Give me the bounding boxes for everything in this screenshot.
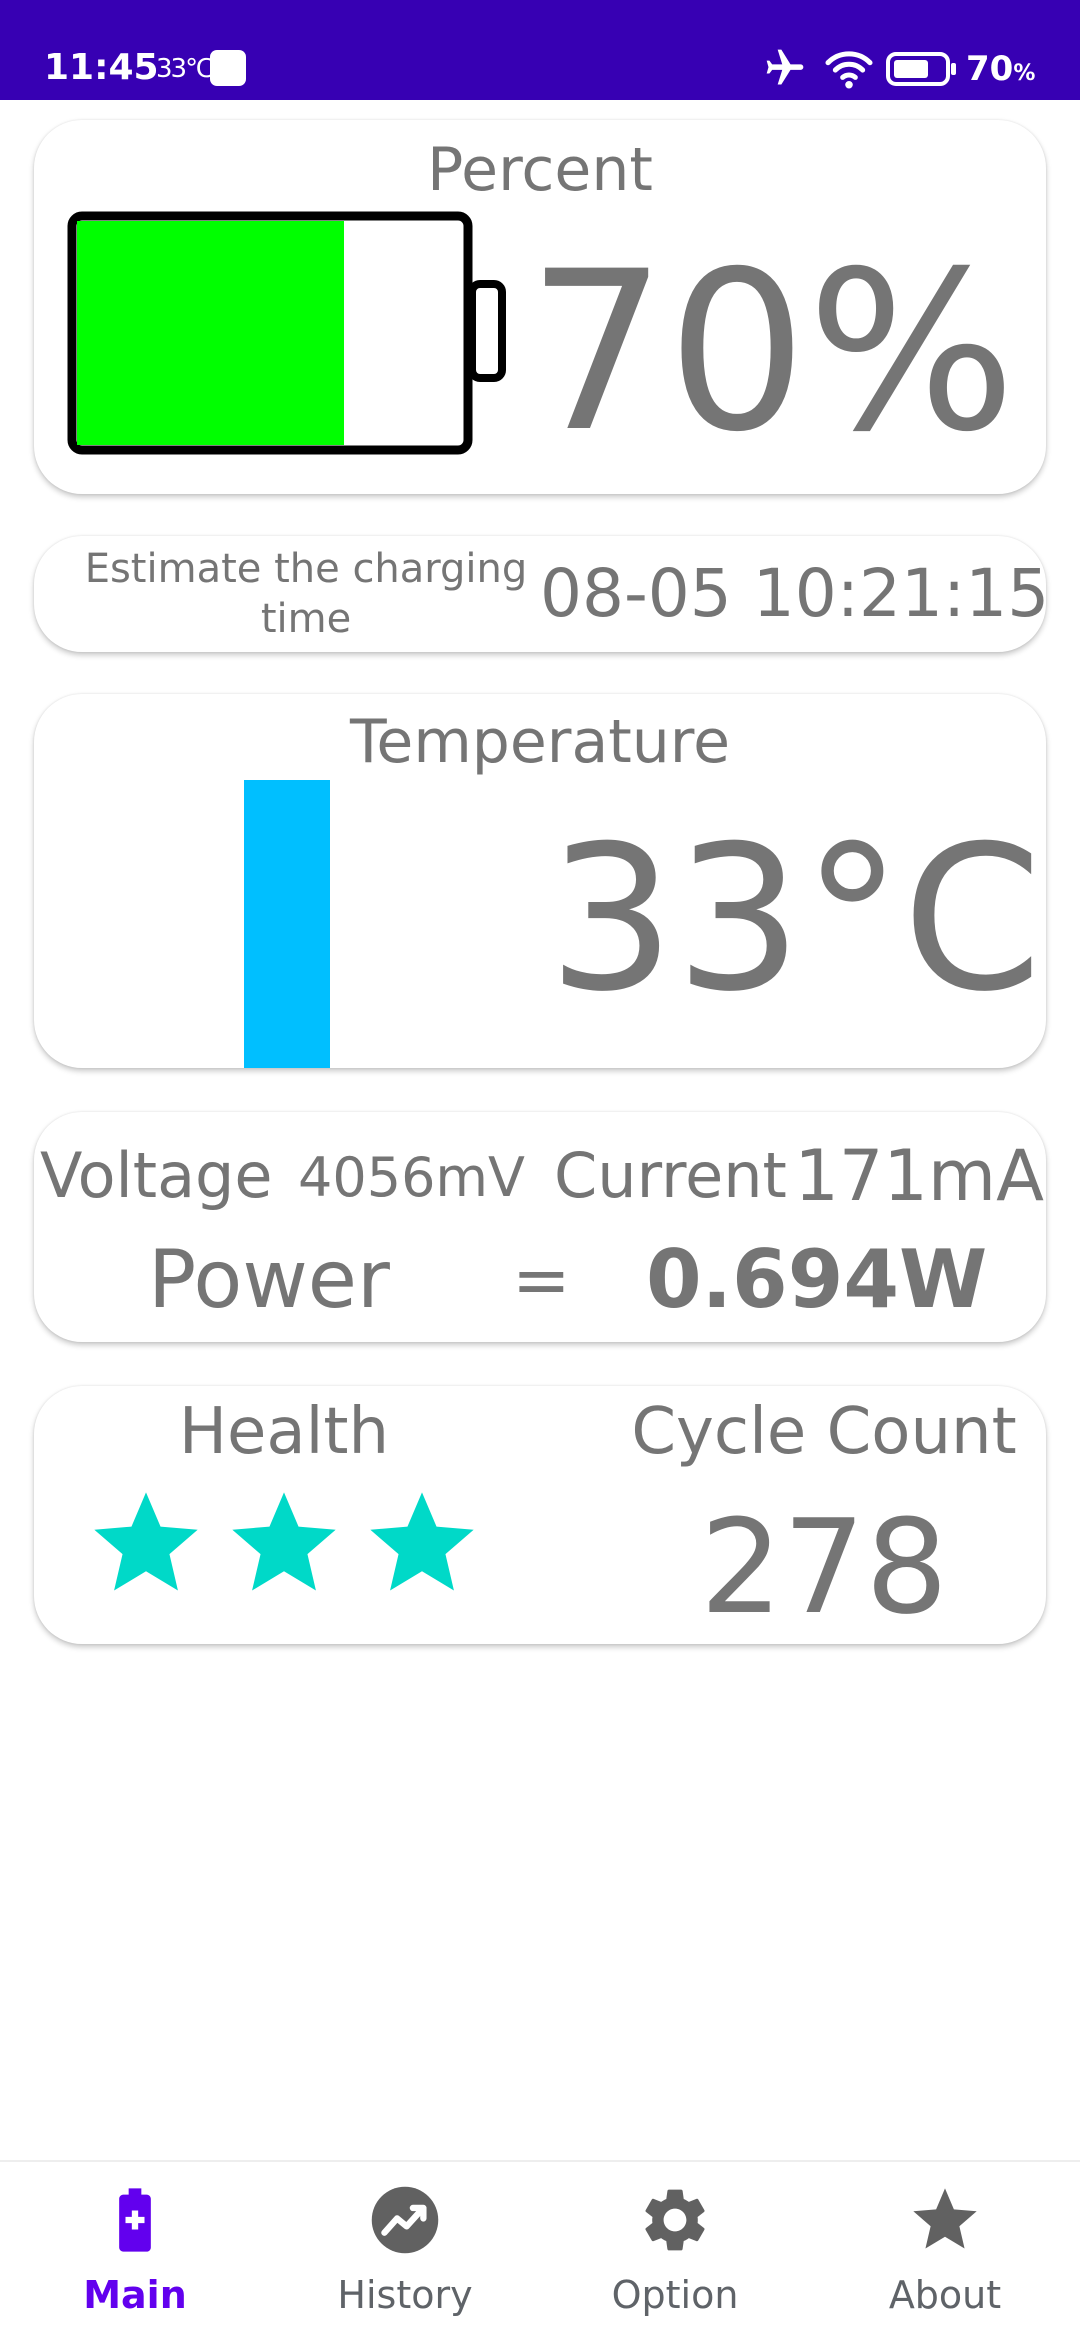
temperature-bar	[244, 780, 330, 1068]
power-equals: =	[512, 1239, 571, 1321]
nav-main-label: Main	[83, 2273, 187, 2317]
cycle-count-title: Cycle Count	[631, 1395, 1017, 1469]
current-value: 171mA	[794, 1135, 1044, 1217]
trending-chart-icon	[371, 2186, 439, 2254]
percent-title: Percent	[427, 135, 653, 205]
voltage-value: 4056mV	[298, 1146, 525, 1209]
nav-history-label: History	[337, 2273, 473, 2317]
temperature-card: Temperature 33°C	[34, 694, 1046, 1068]
cycle-count-value: 278	[699, 1491, 949, 1643]
status-battery-percent-unit: %	[1013, 61, 1036, 86]
status-battery-percent-value: 70	[966, 49, 1014, 89]
battery-plus-icon	[119, 2188, 151, 2252]
status-bar: 11:45 33℃ 70%	[0, 0, 1080, 100]
battery-icon	[886, 52, 956, 86]
status-battery-percent: 70%	[966, 48, 1035, 95]
health-star-icon	[232, 1492, 336, 1591]
nav-option-label: Option	[611, 2273, 739, 2317]
voltage-label: Voltage	[40, 1139, 273, 1212]
percent-card: Percent 70%	[34, 120, 1046, 494]
power-card: Voltage 4056mV Current 171mA Power = 0.6…	[34, 1112, 1046, 1342]
health-card: Health Cycle Count 278	[34, 1386, 1046, 1644]
nav-main[interactable]: Main	[0, 2162, 270, 2330]
health-stars	[84, 1482, 524, 1606]
notification-square-icon	[210, 50, 246, 86]
power-value: 0.694W	[646, 1233, 988, 1326]
temperature-value: 33°C	[547, 803, 1042, 1036]
status-temperature: 33℃	[156, 54, 214, 84]
voltage-current-row: Voltage 4056mV Current 171mA	[34, 1136, 1046, 1216]
estimate-label: Estimate the charging time	[84, 546, 528, 642]
star-icon	[913, 2188, 977, 2249]
nav-option[interactable]: Option	[540, 2162, 810, 2330]
health-star-icon	[94, 1492, 198, 1591]
battery-level-fill	[77, 221, 344, 445]
power-row: Power = 0.694W	[34, 1230, 1046, 1330]
nav-about[interactable]: About	[810, 2162, 1080, 2330]
gear-icon	[645, 2189, 705, 2251]
status-time: 11:45	[44, 47, 159, 88]
battery-level-graphic	[67, 211, 506, 455]
current-label: Current	[554, 1139, 787, 1212]
health-title: Health	[178, 1395, 390, 1469]
nav-history[interactable]: History	[270, 2162, 540, 2330]
health-star-icon	[370, 1492, 474, 1591]
percent-value: 70%	[527, 224, 1016, 480]
estimate-card: Estimate the charging time 08-05 10:21:1…	[34, 536, 1050, 652]
power-label: Power	[148, 1233, 390, 1326]
estimate-value: 08-05 10:21:15	[540, 555, 1050, 632]
nav-about-label: About	[888, 2273, 1002, 2317]
temperature-title: Temperature	[349, 707, 731, 777]
battery-terminal	[468, 280, 506, 382]
bottom-navigation: Main History Option About	[0, 2160, 1080, 2328]
airplane-icon	[766, 49, 804, 85]
wifi-icon	[825, 51, 873, 89]
